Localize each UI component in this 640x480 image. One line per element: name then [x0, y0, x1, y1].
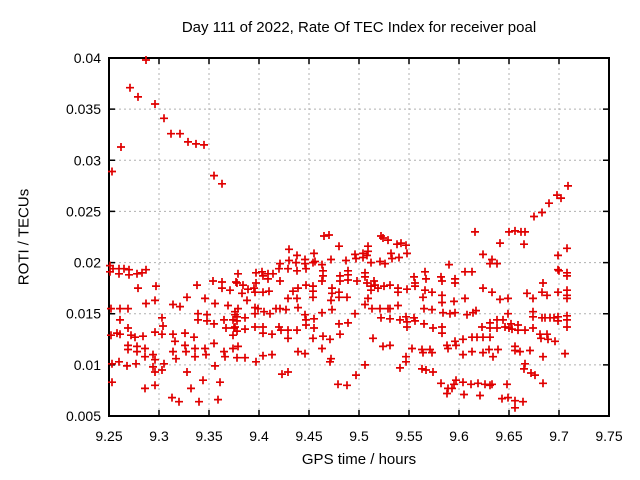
scatter-points: [106, 56, 572, 412]
x-tick-label: 9.3: [149, 428, 169, 444]
x-tick-label: 9.7: [549, 428, 569, 444]
chart-title: Day 111 of 2022, Rate Of TEC Index for r…: [181, 19, 537, 36]
x-tick-label: 9.75: [595, 428, 622, 444]
plot-border: [108, 57, 610, 417]
y-tick-label: 0.04: [74, 50, 101, 66]
y-tick-label: 0.035: [66, 101, 101, 117]
y-tick-labels: 0.005 0.01 0.015 0.02 0.025 0.03 0.035 0.04: [66, 50, 101, 424]
scatter-marker-path: [106, 56, 572, 412]
y-tick-label: 0.01: [74, 357, 101, 373]
y-tick-label: 0.005: [66, 408, 101, 424]
x-tick-label: 9.6: [449, 428, 469, 444]
x-tick-labels: 9.25 9.3 9.35 9.4 9.45 9.5 9.55 9.6 9.65 9.7 9.75: [95, 428, 622, 444]
x-tick-label: 9.5: [349, 428, 369, 444]
x-tick-label: 9.35: [195, 428, 222, 444]
y-tick-label: 0.03: [74, 152, 101, 168]
grid-lines: [108, 57, 610, 417]
x-tick-label: 9.65: [495, 428, 522, 444]
x-tick-label: 9.25: [95, 428, 122, 444]
x-tick-label: 9.55: [395, 428, 422, 444]
y-tick-label: 0.02: [74, 255, 101, 271]
x-axis-label: GPS time / hours: [301, 451, 417, 468]
axis-ticks: [108, 57, 610, 417]
y-tick-label: 0.015: [66, 306, 101, 322]
x-tick-label: 9.45: [295, 428, 322, 444]
x-tick-label: 9.4: [249, 428, 269, 444]
y-tick-label: 0.025: [66, 203, 101, 219]
